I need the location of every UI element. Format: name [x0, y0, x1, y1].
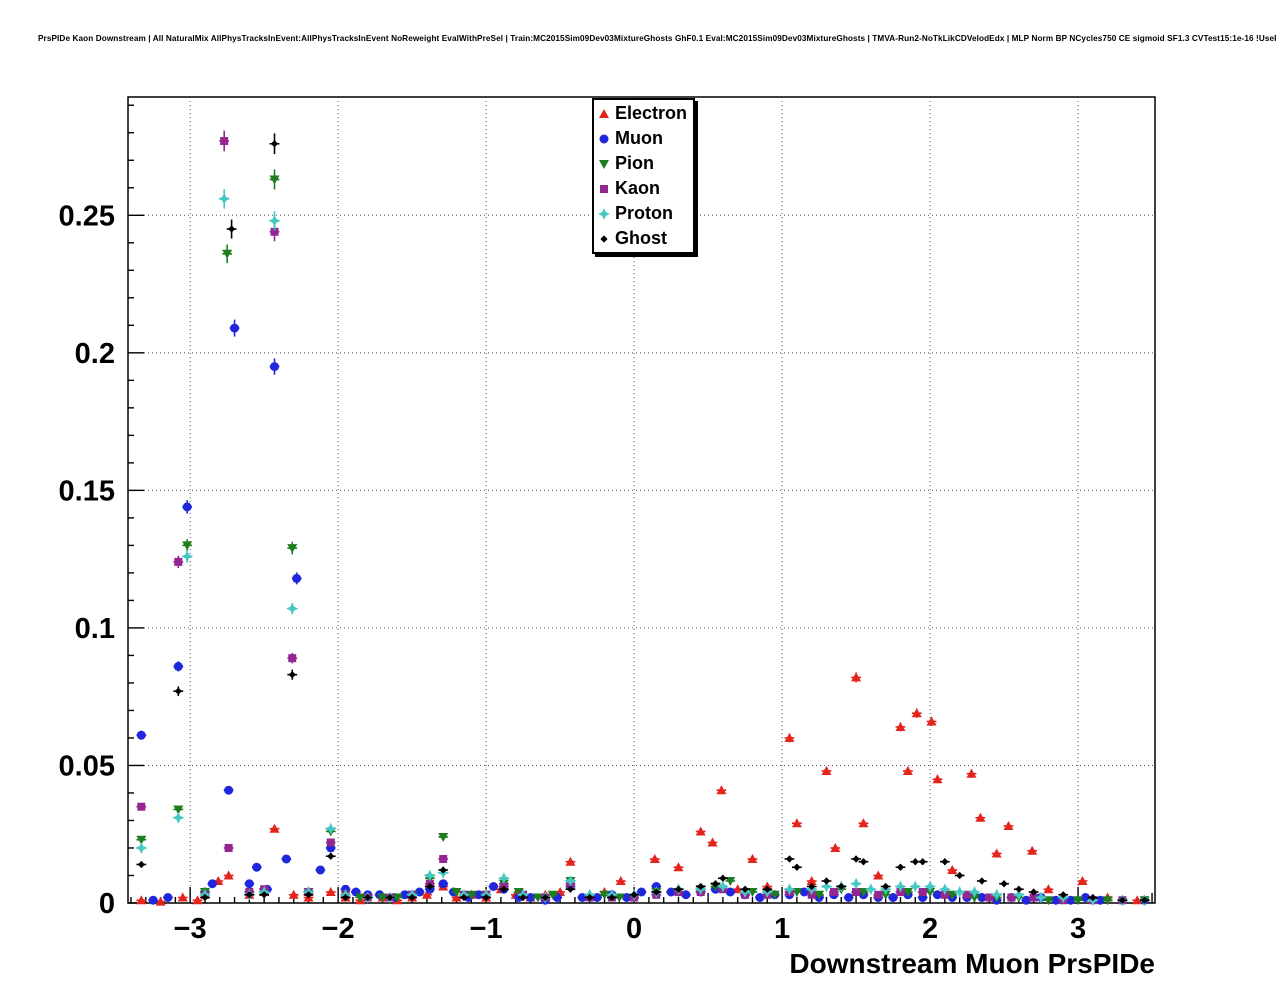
legend-item-electron: Electron	[596, 101, 687, 126]
series-muon	[136, 319, 1150, 905]
plot-frame	[127, 96, 1156, 904]
x-tick-label: 3	[1070, 913, 1086, 945]
legend-label: Electron	[615, 103, 688, 123]
legend-item-kaon: Kaon	[596, 176, 687, 201]
series-pion	[136, 169, 1150, 906]
kaon-marker-icon	[600, 184, 608, 193]
legend-label: Proton	[615, 203, 673, 223]
legend: Electron Muon Pion Kaon Proton Ghost	[592, 98, 696, 254]
y-tick-label: 0.25	[59, 200, 115, 232]
axis-tick-labels: −3 −2 −1 0 1 2 3 0 0.05 0.1 0.15 0.2 0.25	[59, 200, 1087, 945]
electron-marker-icon	[599, 108, 609, 118]
legend-label: Muon	[615, 128, 663, 148]
x-tick-label: −3	[174, 913, 207, 945]
x-tick-label: 2	[922, 913, 938, 945]
legend-item-proton: Proton	[596, 201, 687, 226]
legend-item-muon: Muon	[596, 126, 687, 151]
legend-label: Kaon	[615, 178, 660, 198]
proton-marker-icon	[598, 207, 610, 220]
y-tick-label: 0.05	[59, 750, 115, 782]
legend-label: Pion	[615, 153, 654, 173]
legend-label: Ghost	[615, 228, 667, 248]
series-electron	[136, 672, 1143, 906]
plot-title: PrsPIDe Kaon Downstream | All NaturalMix…	[38, 34, 1276, 43]
y-tick-label: 0.2	[75, 338, 115, 370]
legend-item-ghost: Ghost	[596, 226, 687, 251]
x-tick-label: −1	[470, 913, 503, 945]
x-tick-label: 0	[626, 913, 642, 945]
y-tick-label: 0	[99, 888, 115, 920]
pion-marker-icon	[599, 159, 609, 169]
y-tick-label: 0.1	[75, 613, 115, 645]
muon-marker-icon	[599, 134, 609, 143]
series-ghost	[136, 133, 1150, 904]
y-tick-label: 0.15	[59, 475, 115, 507]
ghost-marker-icon	[600, 234, 608, 243]
x-tick-label: −2	[322, 913, 355, 945]
x-axis-title: Downstream Muon PrsPIDe	[789, 948, 1155, 979]
legend-item-pion: Pion	[596, 151, 687, 176]
x-tick-label: 1	[774, 913, 790, 945]
